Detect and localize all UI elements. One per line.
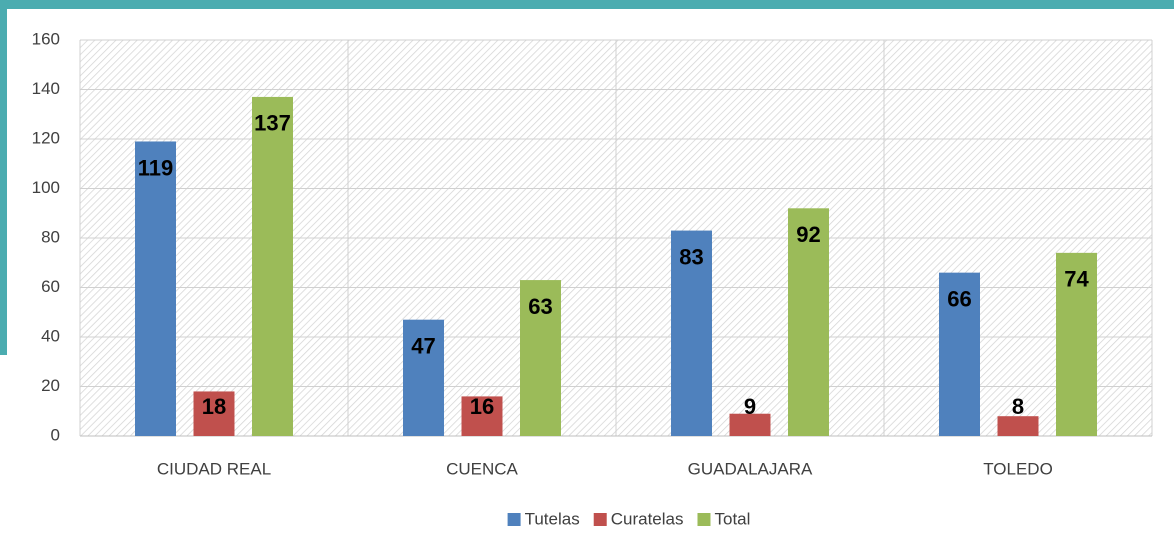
data-label: 66 — [947, 286, 971, 311]
data-label: 92 — [796, 222, 820, 247]
x-tick-label: CUENCA — [446, 459, 518, 478]
x-tick-label: GUADALAJARA — [688, 459, 813, 478]
legend-swatch — [697, 513, 711, 526]
y-tick-label: 20 — [41, 376, 60, 395]
bar — [939, 272, 980, 436]
bar — [997, 416, 1039, 436]
y-tick-label: 40 — [41, 326, 60, 345]
y-tick-label: 120 — [32, 128, 60, 147]
legend-label: Tutelas — [525, 509, 580, 528]
x-tick-label: TOLEDO — [983, 459, 1053, 478]
top-band — [0, 0, 1174, 9]
data-label: 9 — [744, 394, 756, 419]
y-tick-label: 140 — [32, 79, 60, 98]
bar — [252, 96, 293, 437]
y-tick-label: 0 — [51, 425, 60, 444]
data-label: 83 — [679, 244, 703, 269]
legend-swatch — [507, 513, 521, 526]
left-band — [0, 0, 7, 355]
bar — [520, 280, 561, 436]
data-label: 74 — [1064, 267, 1089, 292]
data-label: 63 — [528, 294, 552, 319]
y-tick-label: 60 — [41, 277, 60, 296]
data-label: 47 — [411, 333, 435, 358]
bar — [1056, 252, 1097, 436]
legend-swatch — [593, 513, 607, 526]
bar — [671, 230, 712, 436]
y-tick-label: 80 — [41, 227, 60, 246]
data-label: 119 — [138, 155, 174, 180]
bar — [461, 396, 503, 436]
data-label: 8 — [1012, 394, 1024, 419]
bar — [135, 141, 176, 436]
y-tick-label: 100 — [32, 178, 60, 197]
data-label: 18 — [202, 394, 226, 419]
legend-label: Curatelas — [611, 509, 684, 528]
x-tick-label: CIUDAD REAL — [157, 459, 271, 478]
bar — [193, 391, 235, 436]
y-tick-label: 160 — [32, 29, 60, 48]
legend-label: Total — [714, 509, 750, 528]
bar — [729, 413, 771, 436]
data-label: 137 — [254, 111, 291, 136]
bar — [788, 208, 829, 436]
data-label: 16 — [470, 394, 494, 419]
bar — [403, 319, 444, 436]
